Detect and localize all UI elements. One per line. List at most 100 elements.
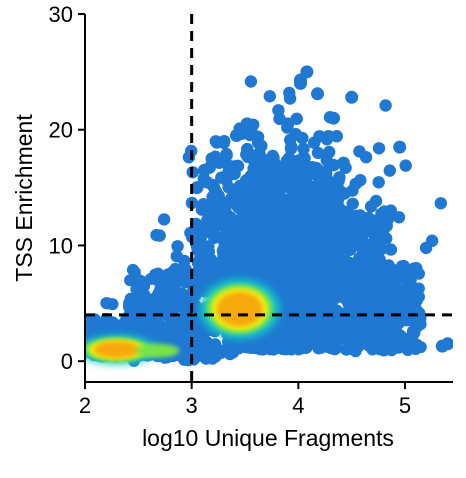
scatter-point xyxy=(281,155,294,168)
scatter-point xyxy=(347,229,359,242)
scatter-point xyxy=(318,275,332,288)
outlier-point xyxy=(206,178,220,192)
scatter-point xyxy=(283,86,296,100)
scatter-point xyxy=(297,142,310,155)
scatter-point xyxy=(184,226,197,240)
scatter-point xyxy=(400,338,413,351)
scatter-point xyxy=(308,301,322,314)
scatter-point xyxy=(320,154,333,167)
scatter-point xyxy=(336,260,349,272)
threshold-lines xyxy=(85,14,453,382)
scatter-point xyxy=(272,170,285,183)
scatter-point xyxy=(174,297,187,310)
scatter-point xyxy=(304,167,317,181)
scatter-point xyxy=(411,338,423,351)
outlier-point xyxy=(240,117,254,131)
scatter-point xyxy=(276,278,290,291)
scatter-point xyxy=(372,270,385,283)
outlier-point xyxy=(193,221,207,235)
scatter-point xyxy=(379,99,392,112)
scatter-point xyxy=(208,231,221,244)
scatter-point xyxy=(413,267,425,280)
density-level xyxy=(216,291,263,327)
scatter-point xyxy=(408,285,421,298)
scatter-point xyxy=(201,265,214,278)
scatter-point xyxy=(289,128,302,141)
scatter-point xyxy=(345,209,358,222)
scatter-point xyxy=(282,300,296,313)
scatter-point xyxy=(88,313,101,326)
scatter-point xyxy=(397,298,410,311)
outlier-point xyxy=(198,163,211,177)
scatter-point xyxy=(149,268,162,281)
outlier-point xyxy=(393,285,407,299)
scatter-point xyxy=(339,222,352,235)
scatter-point xyxy=(308,136,321,149)
scatter-point xyxy=(131,274,144,287)
scatter-point xyxy=(204,253,218,266)
scatter-point xyxy=(276,264,289,278)
scatter-point xyxy=(375,243,388,255)
scatter-point xyxy=(263,90,276,103)
density-overlay xyxy=(85,278,280,365)
scatter-point xyxy=(400,272,413,285)
scatter-point xyxy=(338,187,351,200)
scatter-point xyxy=(270,233,283,246)
scatter-point xyxy=(157,213,171,226)
scatter-point xyxy=(223,218,236,232)
scatter-point xyxy=(249,335,262,348)
scatter-point xyxy=(263,216,276,230)
scatter-point xyxy=(222,181,235,194)
density-level xyxy=(93,341,141,358)
outlier-point xyxy=(249,155,263,169)
y-axis-title: TSS Enrichment xyxy=(11,114,37,282)
outlier-point xyxy=(217,136,231,149)
scatter-point xyxy=(321,338,335,352)
scatter-point xyxy=(434,197,447,210)
scatter-point xyxy=(376,288,389,301)
scatter-point xyxy=(351,290,364,303)
scatter-point xyxy=(302,335,315,348)
scatter-point xyxy=(302,256,315,270)
y-tick-label: 10 xyxy=(49,233,73,258)
scatter-point xyxy=(293,213,306,226)
scatter-point xyxy=(244,233,257,246)
scatter-point xyxy=(399,159,412,172)
density-cluster-2 xyxy=(199,278,280,340)
scatter-point xyxy=(153,229,166,242)
scatter-point xyxy=(419,241,433,255)
scatter-point xyxy=(392,211,406,224)
scatter-point xyxy=(244,75,258,88)
scatter-point xyxy=(156,333,169,345)
scatter-point xyxy=(191,350,204,362)
scatter-point xyxy=(290,278,303,291)
density-bridge xyxy=(135,343,180,358)
scatter-point xyxy=(364,200,378,213)
x-tick-label: 2 xyxy=(79,393,91,418)
scatter-point xyxy=(216,244,230,257)
scatter-point xyxy=(360,284,372,297)
scatter-point xyxy=(346,197,359,210)
scatter-point xyxy=(362,224,375,237)
scatter-point xyxy=(180,324,193,337)
scatter-point xyxy=(262,183,275,196)
scatter-point xyxy=(246,192,259,205)
scatter-point xyxy=(285,140,298,153)
scatter-point xyxy=(267,251,281,264)
scatter-point xyxy=(311,314,325,327)
outlier-point xyxy=(281,117,295,131)
scatter-point xyxy=(372,142,386,155)
scatter-point xyxy=(266,149,279,163)
scatter-point xyxy=(302,280,315,293)
scatter-point xyxy=(308,187,321,200)
scatter-point xyxy=(171,240,184,253)
scatter-point xyxy=(295,183,309,196)
x-axis-title: log10 Unique Fragments xyxy=(142,425,394,451)
scatter-point xyxy=(320,205,333,218)
scatter-point xyxy=(291,161,304,174)
scatter-point xyxy=(373,253,386,266)
scatter-point xyxy=(330,130,343,143)
scatter-point xyxy=(382,323,395,336)
outlier-point xyxy=(222,160,236,174)
